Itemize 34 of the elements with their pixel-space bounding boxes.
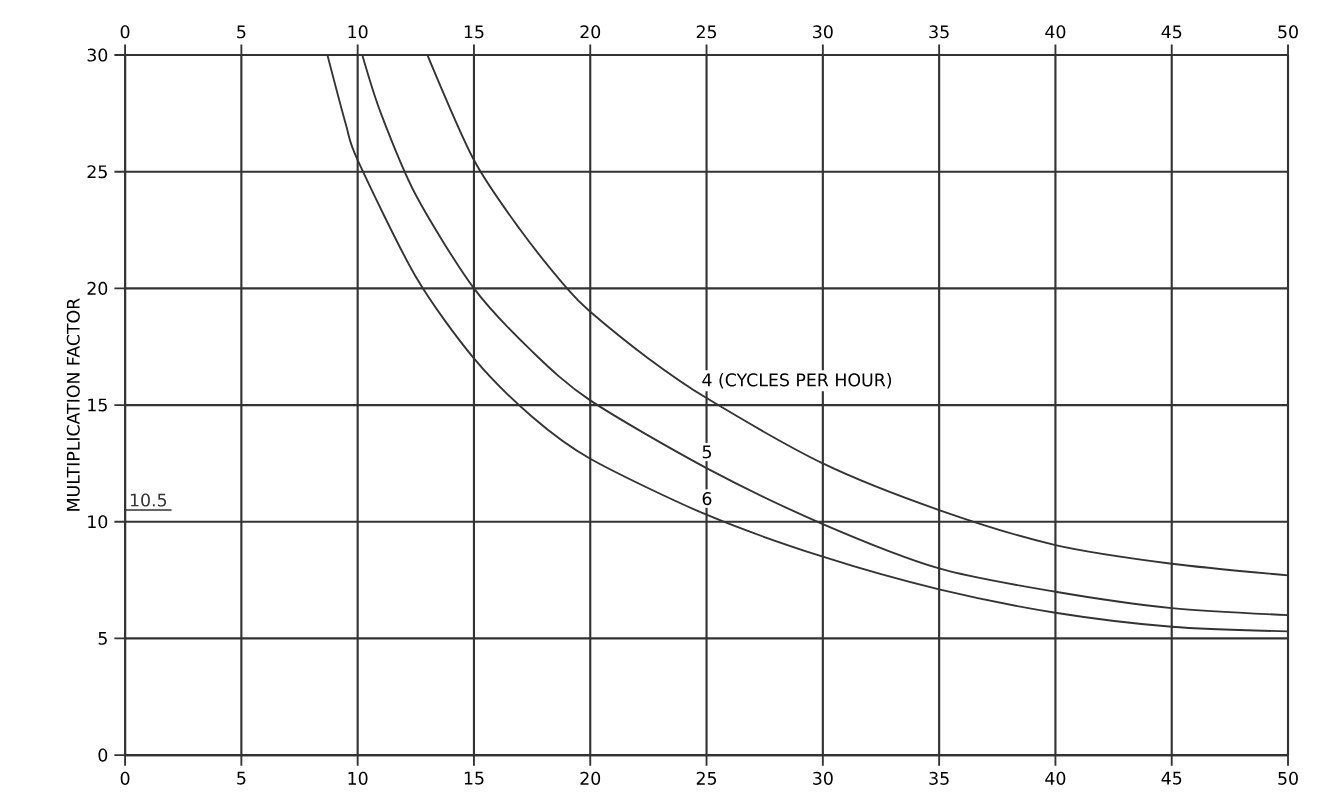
x-tick-label: 20 — [580, 771, 601, 785]
y-tick-label: 30 — [87, 48, 108, 62]
x-tick-label: 40 — [1045, 771, 1066, 785]
x2-tick-label: 0 — [120, 25, 130, 39]
y-axis-title: MULTIPLICATION FACTOR — [66, 298, 80, 511]
x2-tick-label: 20 — [580, 25, 601, 39]
x2-tick-label: 15 — [464, 25, 484, 39]
x-tick-label: 15 — [464, 771, 484, 785]
series-label: 4 (CYCLES PER HOUR) — [702, 373, 892, 389]
x2-tick-label: 25 — [696, 25, 717, 39]
x-tick-label: 0 — [120, 771, 130, 785]
x-tick-label: 5 — [237, 771, 246, 785]
x2-tick-label: 35 — [929, 25, 949, 39]
x-tick-label: 45 — [1161, 771, 1182, 785]
ref-line-label: 10.5 — [130, 493, 167, 507]
x2-tick-label: 10 — [348, 25, 368, 39]
y-tick-label: 0 — [98, 748, 108, 762]
x-tick-label: 30 — [813, 771, 833, 785]
y-tick-label: 10 — [88, 515, 108, 529]
x-tick-label: 35 — [929, 771, 949, 785]
series-label: 6 — [702, 492, 712, 506]
x2-tick-label: 40 — [1045, 25, 1066, 39]
x-tick-label: 25 — [696, 771, 717, 785]
y-tick-label: 5 — [98, 631, 107, 645]
y-tick-label: 25 — [87, 165, 107, 179]
x-tick-label: 10 — [348, 771, 368, 785]
y-tick-label: 20 — [87, 281, 108, 295]
x2-tick-label: 5 — [237, 25, 246, 39]
x2-tick-label: 45 — [1161, 25, 1182, 39]
y-tick-label: 15 — [88, 398, 107, 412]
x-tick-label: 50 — [1278, 771, 1298, 785]
series-label: 5 — [702, 445, 711, 459]
x2-tick-label: 30 — [813, 25, 833, 39]
x2-tick-label: 50 — [1278, 25, 1298, 39]
